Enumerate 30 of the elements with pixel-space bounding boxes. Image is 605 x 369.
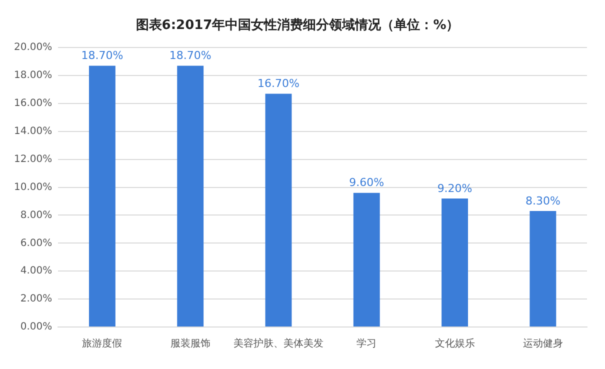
x-tick-label: 服装服饰 bbox=[170, 338, 210, 350]
bar bbox=[88, 66, 116, 326]
bar bbox=[177, 66, 204, 326]
data-label: 18.70% bbox=[81, 49, 124, 62]
x-tick-label: 美容护肤、美体美发 bbox=[233, 338, 324, 350]
x-tick-label: 学习 bbox=[356, 338, 377, 350]
y-tick-label: 0.00% bbox=[20, 322, 52, 333]
y-tick-label: 20.00% bbox=[14, 42, 52, 54]
bar bbox=[530, 211, 556, 326]
bar bbox=[265, 94, 292, 326]
data-label: 18.70% bbox=[169, 49, 212, 62]
x-tick-label: 文化娱乐 bbox=[434, 338, 475, 350]
y-tick-label: 12.00% bbox=[14, 154, 52, 165]
x-tick-label: 运动健身 bbox=[522, 338, 563, 350]
y-tick-label: 8.00% bbox=[20, 210, 52, 221]
bar bbox=[353, 192, 380, 326]
data-label: 16.70% bbox=[258, 77, 300, 90]
data-label: 9.20% bbox=[437, 182, 472, 195]
chart-title: 图表6:2017年中国女性消费细分领域情况（单位：%） bbox=[136, 17, 460, 34]
y-tick-label: 2.00% bbox=[20, 294, 52, 305]
bar bbox=[442, 198, 468, 326]
y-tick-label: 10.00% bbox=[14, 182, 52, 193]
x-tick-label: 旅游度假 bbox=[82, 338, 122, 350]
y-tick-label: 4.00% bbox=[20, 266, 52, 277]
y-tick-label: 6.00% bbox=[20, 238, 52, 249]
data-label: 9.60% bbox=[349, 176, 384, 190]
data-label: 8.30% bbox=[525, 194, 560, 208]
y-tick-label: 16.00% bbox=[14, 98, 52, 110]
y-tick-label: 14.00% bbox=[14, 126, 52, 138]
y-tick-label: 18.00% bbox=[14, 70, 52, 82]
